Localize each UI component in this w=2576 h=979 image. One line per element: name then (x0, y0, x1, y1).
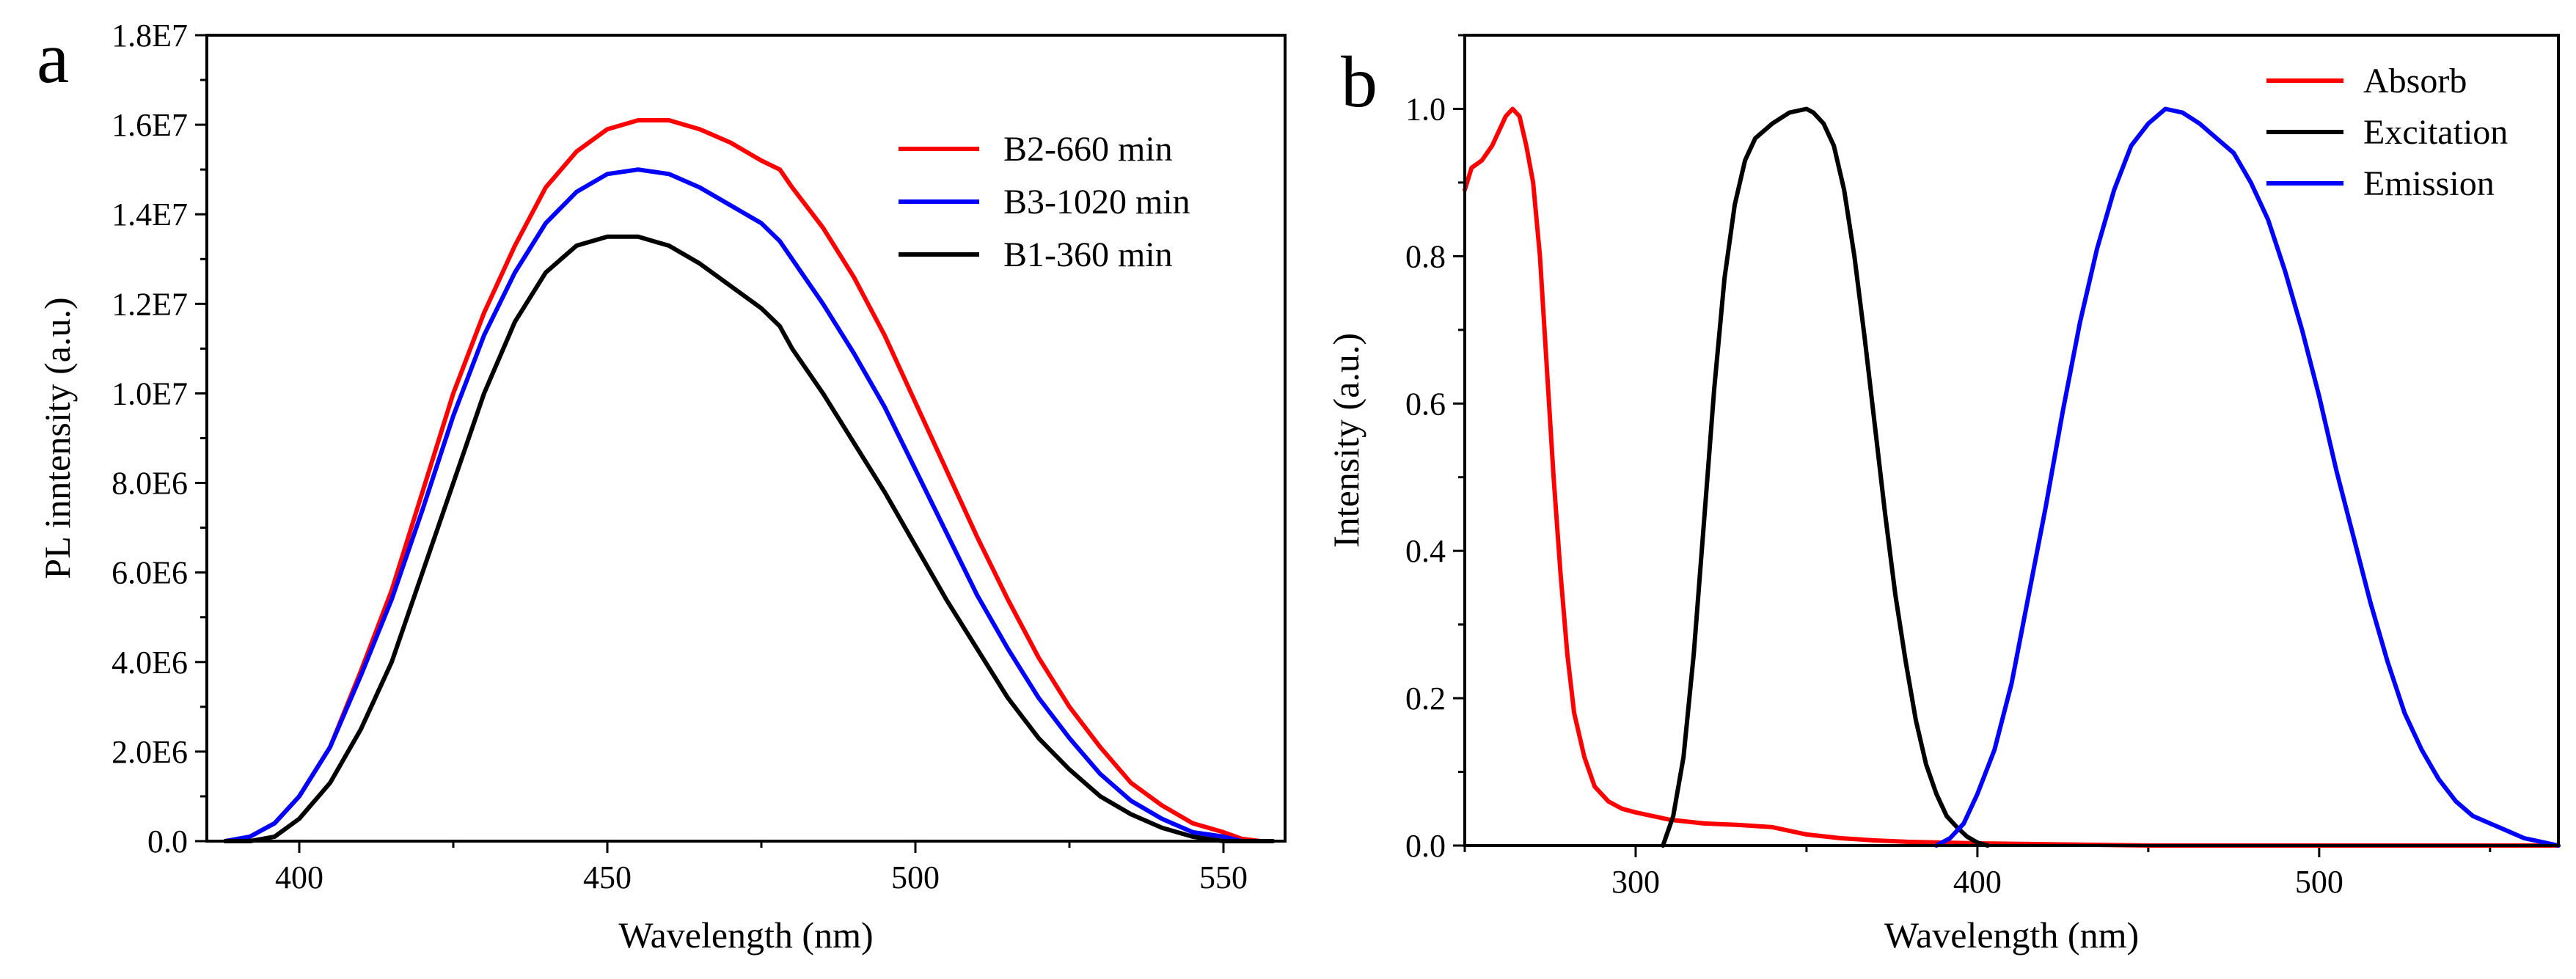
y-tick-label: 0.2 (1405, 681, 1446, 716)
x-tick-label: 500 (2295, 864, 2343, 900)
x-tick-label: 500 (891, 859, 940, 895)
panel-b-label: b (1341, 41, 1377, 122)
y-tick-label: 2.0E6 (111, 734, 188, 770)
series-line-absorb (1463, 106, 2561, 848)
y-tick-label: 4.0E6 (111, 645, 188, 681)
series-line-b2-660-min (223, 118, 1276, 843)
y-tick-label: 1.0 (1405, 91, 1446, 127)
x-tick-label: 300 (1611, 864, 1660, 900)
y-tick-label: 0.6 (1405, 386, 1446, 422)
panel-a: a 400 450 500 550 0.0 2.0E6 4.0E6 6.0E6 8.0E6 1.0… (37, 17, 1287, 956)
panel-b: b 300 400 500 0.0 0.2 0.4 0.6 0.8 1.0 Absorb Exci… (1325, 34, 2561, 956)
panel-b-plot-frame (1463, 34, 2560, 847)
y-tick-label: 6.0E6 (111, 555, 188, 591)
legend-label: Emission (2363, 164, 2495, 203)
panel-a-label: a (37, 17, 69, 98)
y-tick-label: 1.6E7 (111, 107, 188, 143)
panel-b-y-axis-label: Intensity (a.u.) (1325, 333, 1366, 548)
y-tick-label: 0.0 (1405, 828, 1446, 864)
y-tick-label: 0.4 (1405, 533, 1446, 569)
legend-label: Absorb (2363, 62, 2467, 100)
y-tick-label: 1.0E7 (111, 375, 188, 411)
legend-label: B3-1020 min (1003, 183, 1190, 221)
panel-b-x-axis-label: Wavelength (nm) (1884, 914, 2139, 956)
series-line-emission (1934, 106, 2561, 848)
panel-a-plot-frame (205, 34, 1287, 843)
panel-a-x-axis-label: Wavelength (nm) (618, 914, 873, 956)
x-tick-label: 550 (1199, 859, 1248, 895)
panel-a-y-axis-label: PL inntensity (a.u.) (37, 297, 78, 579)
y-tick-label: 1.8E7 (111, 18, 188, 54)
y-tick-label: 8.0E6 (111, 466, 188, 502)
legend-label: B1-360 min (1003, 235, 1173, 274)
series-line-b1-360-min (223, 234, 1276, 843)
y-tick-label: 1.2E7 (111, 286, 188, 322)
series-line-excitation (1661, 106, 1990, 848)
y-tick-label: 0.0 (147, 824, 188, 859)
legend-label: B2-660 min (1003, 130, 1173, 169)
x-tick-label: 400 (275, 859, 323, 895)
x-tick-label: 450 (583, 859, 632, 895)
y-tick-label: 1.4E7 (111, 197, 188, 232)
series-line-b3-1020-min (223, 167, 1276, 843)
legend-label: Excitation (2363, 113, 2508, 152)
y-tick-label: 0.8 (1405, 238, 1446, 274)
x-tick-label: 400 (1953, 864, 2002, 900)
